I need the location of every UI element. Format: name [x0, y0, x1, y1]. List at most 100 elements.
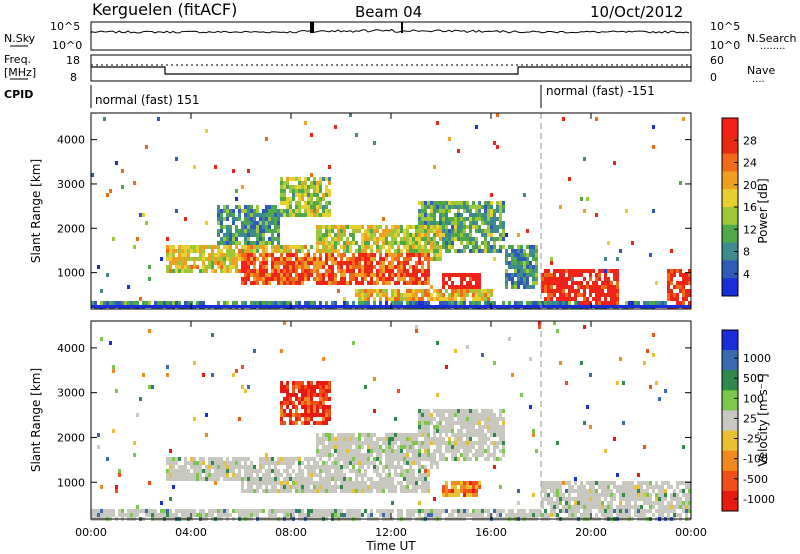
heatmap-cell [175, 249, 178, 253]
heatmap-cell [136, 509, 139, 513]
heatmap-cell [271, 269, 274, 273]
heatmap-cell [334, 449, 337, 453]
date-title: 10/Oct/2012 [590, 3, 683, 21]
heatmap-cell [205, 129, 208, 133]
heatmap-cell [469, 441, 472, 445]
heatmap-cell [442, 209, 445, 213]
noise-left-label: N.Sky [4, 32, 36, 45]
heatmap-cell [262, 221, 265, 225]
heatmap-cell [376, 445, 379, 449]
heatmap-cell [343, 297, 346, 301]
heatmap-cell [280, 301, 283, 305]
heatmap-cell [448, 273, 451, 277]
heatmap-cell [355, 437, 358, 441]
heatmap-cell [319, 197, 322, 201]
heatmap-cell [391, 453, 394, 457]
heatmap-cell [256, 221, 259, 225]
heatmap-cell [211, 261, 214, 265]
heatmap-cell [316, 237, 319, 241]
freq-tick-bottom: 8 [70, 71, 77, 84]
heatmap-cell [283, 477, 286, 481]
heatmap-cell [310, 257, 313, 261]
heatmap-cell [619, 501, 622, 505]
heatmap-cell [271, 265, 274, 269]
heatmap-cell [301, 461, 304, 465]
heatmap-cell [505, 249, 508, 253]
heatmap-cell [355, 449, 358, 453]
heatmap-cell [430, 457, 433, 461]
heatmap-cell [445, 281, 448, 285]
heatmap-cell [295, 205, 298, 209]
heatmap-cell [121, 509, 124, 513]
heatmap-cell [406, 269, 409, 273]
heatmap-cell [259, 301, 262, 305]
heatmap-cell [274, 301, 277, 305]
heatmap-cell [292, 189, 295, 193]
heatmap-cell [262, 509, 265, 513]
heatmap-cell [634, 509, 637, 513]
heatmap-cell [316, 485, 319, 489]
heatmap-cell [223, 509, 226, 513]
heatmap-cell [175, 261, 178, 265]
heatmap-cell [214, 457, 217, 461]
heatmap-cell [367, 269, 370, 273]
heatmap-cell [307, 189, 310, 193]
heatmap-cell [361, 233, 364, 237]
heatmap-cell [100, 485, 103, 489]
heatmap-cell [436, 425, 439, 429]
heatmap-cell [94, 513, 97, 517]
heatmap-cell [253, 233, 256, 237]
heatmap-cell [400, 269, 403, 273]
heatmap-cell [586, 405, 589, 409]
heatmap-cell [457, 225, 460, 229]
heatmap-cell [436, 249, 439, 253]
heatmap-cell [289, 413, 292, 417]
heatmap-cell [280, 417, 283, 421]
heatmap-cell [361, 461, 364, 465]
heatmap-cell [511, 249, 514, 253]
heatmap-cell [604, 297, 607, 301]
heatmap-cell [685, 481, 688, 485]
heatmap-cell [265, 225, 268, 229]
heatmap-cell [418, 217, 421, 221]
heatmap-cell [256, 481, 259, 485]
heatmap-cell [352, 225, 355, 229]
heatmap-cell [322, 401, 325, 405]
heatmap-cell [430, 205, 433, 209]
heatmap-cell [193, 265, 196, 269]
colorbar-tick-label: 12 [743, 223, 757, 236]
heatmap-cell [247, 217, 250, 221]
heatmap-cell [361, 445, 364, 449]
heatmap-cell [121, 513, 124, 517]
heatmap-cell [370, 293, 373, 297]
heatmap-cell [322, 177, 325, 181]
heatmap-cell [322, 485, 325, 489]
heatmap-cell [436, 437, 439, 441]
heatmap-cell [352, 301, 355, 305]
heatmap-cell [184, 457, 187, 461]
heatmap-cell [583, 493, 586, 497]
heatmap-cell [370, 437, 373, 441]
heatmap-cell [193, 457, 196, 461]
heatmap-cell [364, 461, 367, 465]
heatmap-cell [685, 293, 688, 297]
heatmap-cell [298, 477, 301, 481]
heatmap-cell [424, 249, 427, 253]
heatmap-cell [502, 445, 505, 449]
heatmap-cell [277, 509, 280, 513]
heatmap-cell [424, 449, 427, 453]
heatmap-cell [367, 261, 370, 265]
heatmap-cell [220, 237, 223, 241]
heatmap-cell [232, 265, 235, 269]
heatmap-cell [508, 513, 511, 517]
heatmap-cell [226, 513, 229, 517]
heatmap-cell [310, 273, 313, 277]
heatmap-cell [325, 445, 328, 449]
heatmap-cell [373, 445, 376, 449]
heatmap-cell [412, 445, 415, 449]
heatmap-cell [352, 241, 355, 245]
heatmap-cell [301, 193, 304, 197]
heatmap-cell [382, 237, 385, 241]
colorbar-tick-label: 100 [743, 392, 764, 405]
